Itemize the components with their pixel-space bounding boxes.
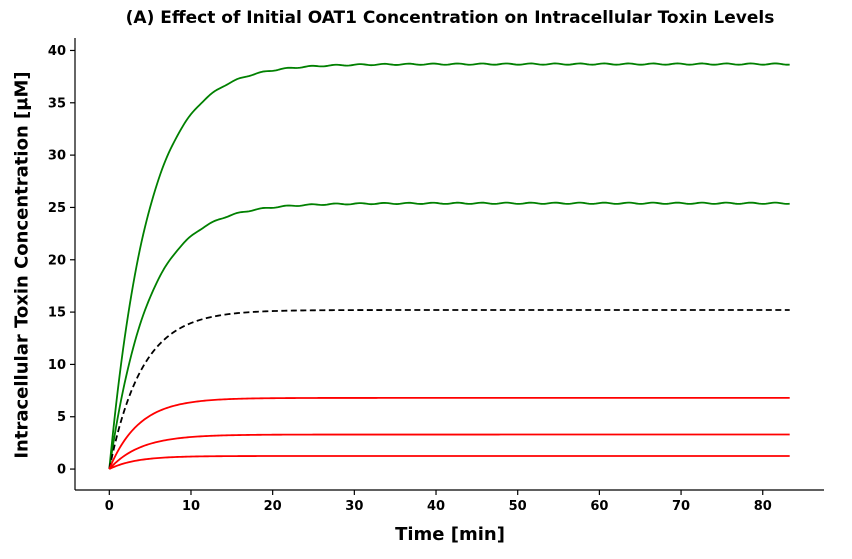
y-tick-label: 10 — [48, 358, 66, 373]
y-tick-label: 20 — [48, 253, 66, 268]
y-tick-label: 15 — [48, 306, 66, 321]
y-tick-label: 0 — [57, 463, 66, 478]
x-tick-label: 10 — [182, 499, 200, 514]
series-line-4 — [108, 397, 790, 470]
series-line-3 — [108, 309, 790, 470]
y-tick-label: 40 — [48, 44, 66, 59]
x-axis-label: Time [min] — [395, 524, 505, 545]
y-tick-label: 5 — [57, 410, 66, 425]
x-tick-label: 60 — [590, 499, 608, 514]
series-layer — [108, 62, 790, 470]
x-tick-label: 40 — [427, 499, 445, 514]
x-tick-label: 80 — [754, 499, 772, 514]
y-tick-label: 30 — [48, 149, 66, 164]
x-tick-label: 30 — [345, 499, 363, 514]
series-line-2 — [108, 201, 790, 470]
x-tick-label: 0 — [105, 499, 114, 514]
x-tick-label: 70 — [672, 499, 690, 514]
axes: 0 10 20 30 40 50 60 70 80 0 5 10 15 20 25 30 35 40 — [48, 38, 824, 514]
y-axis-label: Intracellular Toxin Concentration [μM] — [11, 71, 33, 459]
x-tick-label: 20 — [264, 499, 282, 514]
y-tick-label: 25 — [48, 201, 66, 216]
y-tick-label: 35 — [48, 96, 66, 111]
series-line-5 — [108, 433, 790, 470]
series-line-6 — [108, 455, 790, 470]
x-tick-label: 50 — [509, 499, 527, 514]
series-line-1 — [108, 62, 790, 470]
chart-title: (A) Effect of Initial OAT1 Concentration… — [125, 8, 775, 28]
